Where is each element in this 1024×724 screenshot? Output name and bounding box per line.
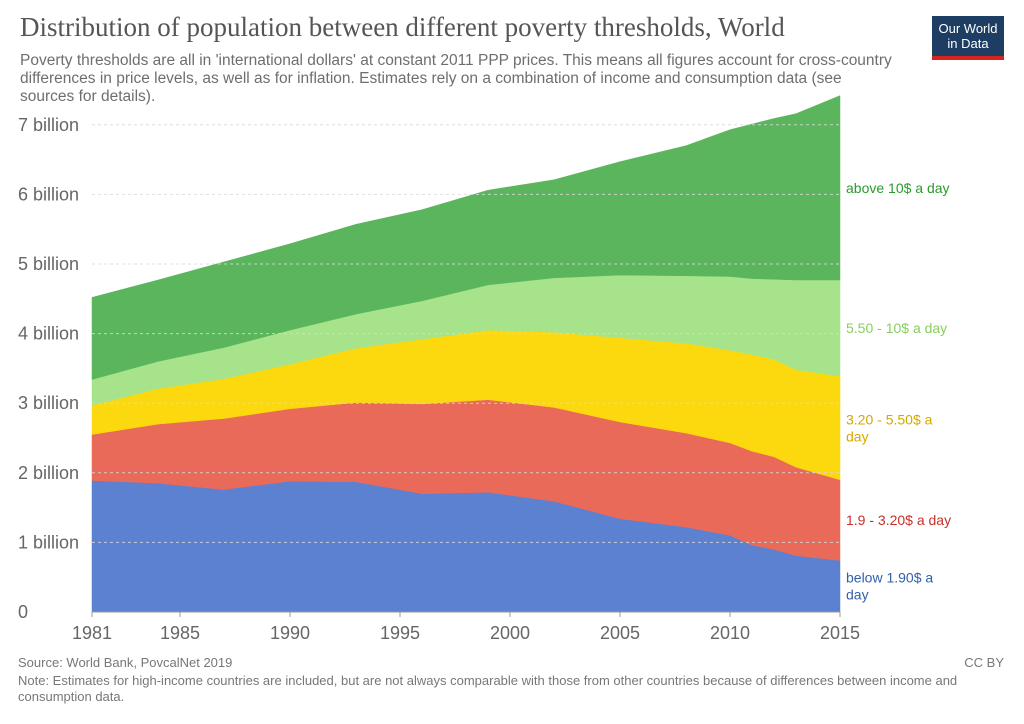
area-series-5 <box>91 95 841 380</box>
y-tick-label: 2 billion <box>18 463 79 483</box>
chart-title: Distribution of population between diffe… <box>20 12 785 42</box>
y-tick-label: 6 billion <box>18 184 79 204</box>
y-tick-label: 0 <box>18 602 28 622</box>
y-tick-label: 1 billion <box>18 532 79 552</box>
series-label: 1.9 - 3.20$ a day <box>846 512 951 528</box>
logo-line-2: in Data <box>947 36 989 51</box>
x-tick-label: 2005 <box>600 623 640 643</box>
series-label: 5.50 - 10$ a day <box>846 320 947 336</box>
x-tick-label: 1990 <box>270 623 310 643</box>
y-tick-label: 7 billion <box>18 115 79 135</box>
series-label: 3.20 - 5.50$ a day <box>846 411 933 444</box>
y-tick-label: 5 billion <box>18 254 79 274</box>
chart-subtitle: Poverty thresholds are all in 'internati… <box>20 52 892 105</box>
x-tick-label: 1995 <box>380 623 420 643</box>
source-text: Source: World Bank, PovcalNet 2019 <box>18 655 233 670</box>
owid-logo[interactable]: Our World in Data <box>932 16 1004 60</box>
license-text[interactable]: CC BY <box>964 655 1004 670</box>
x-tick-label: 2000 <box>490 623 530 643</box>
series-label: below 1.90$ a day <box>846 570 933 603</box>
y-tick-label: 4 billion <box>18 324 79 344</box>
y-tick-label: 3 billion <box>18 393 79 413</box>
x-tick-label: 1981 <box>72 623 112 643</box>
note-text: Note: Estimates for high-income countrie… <box>18 673 958 704</box>
logo-line-1: Our World <box>938 21 998 36</box>
x-tick-label: 1985 <box>160 623 200 643</box>
x-tick-label: 2015 <box>820 623 860 643</box>
series-label: above 10$ a day <box>846 180 950 196</box>
x-tick-label: 2010 <box>710 623 750 643</box>
